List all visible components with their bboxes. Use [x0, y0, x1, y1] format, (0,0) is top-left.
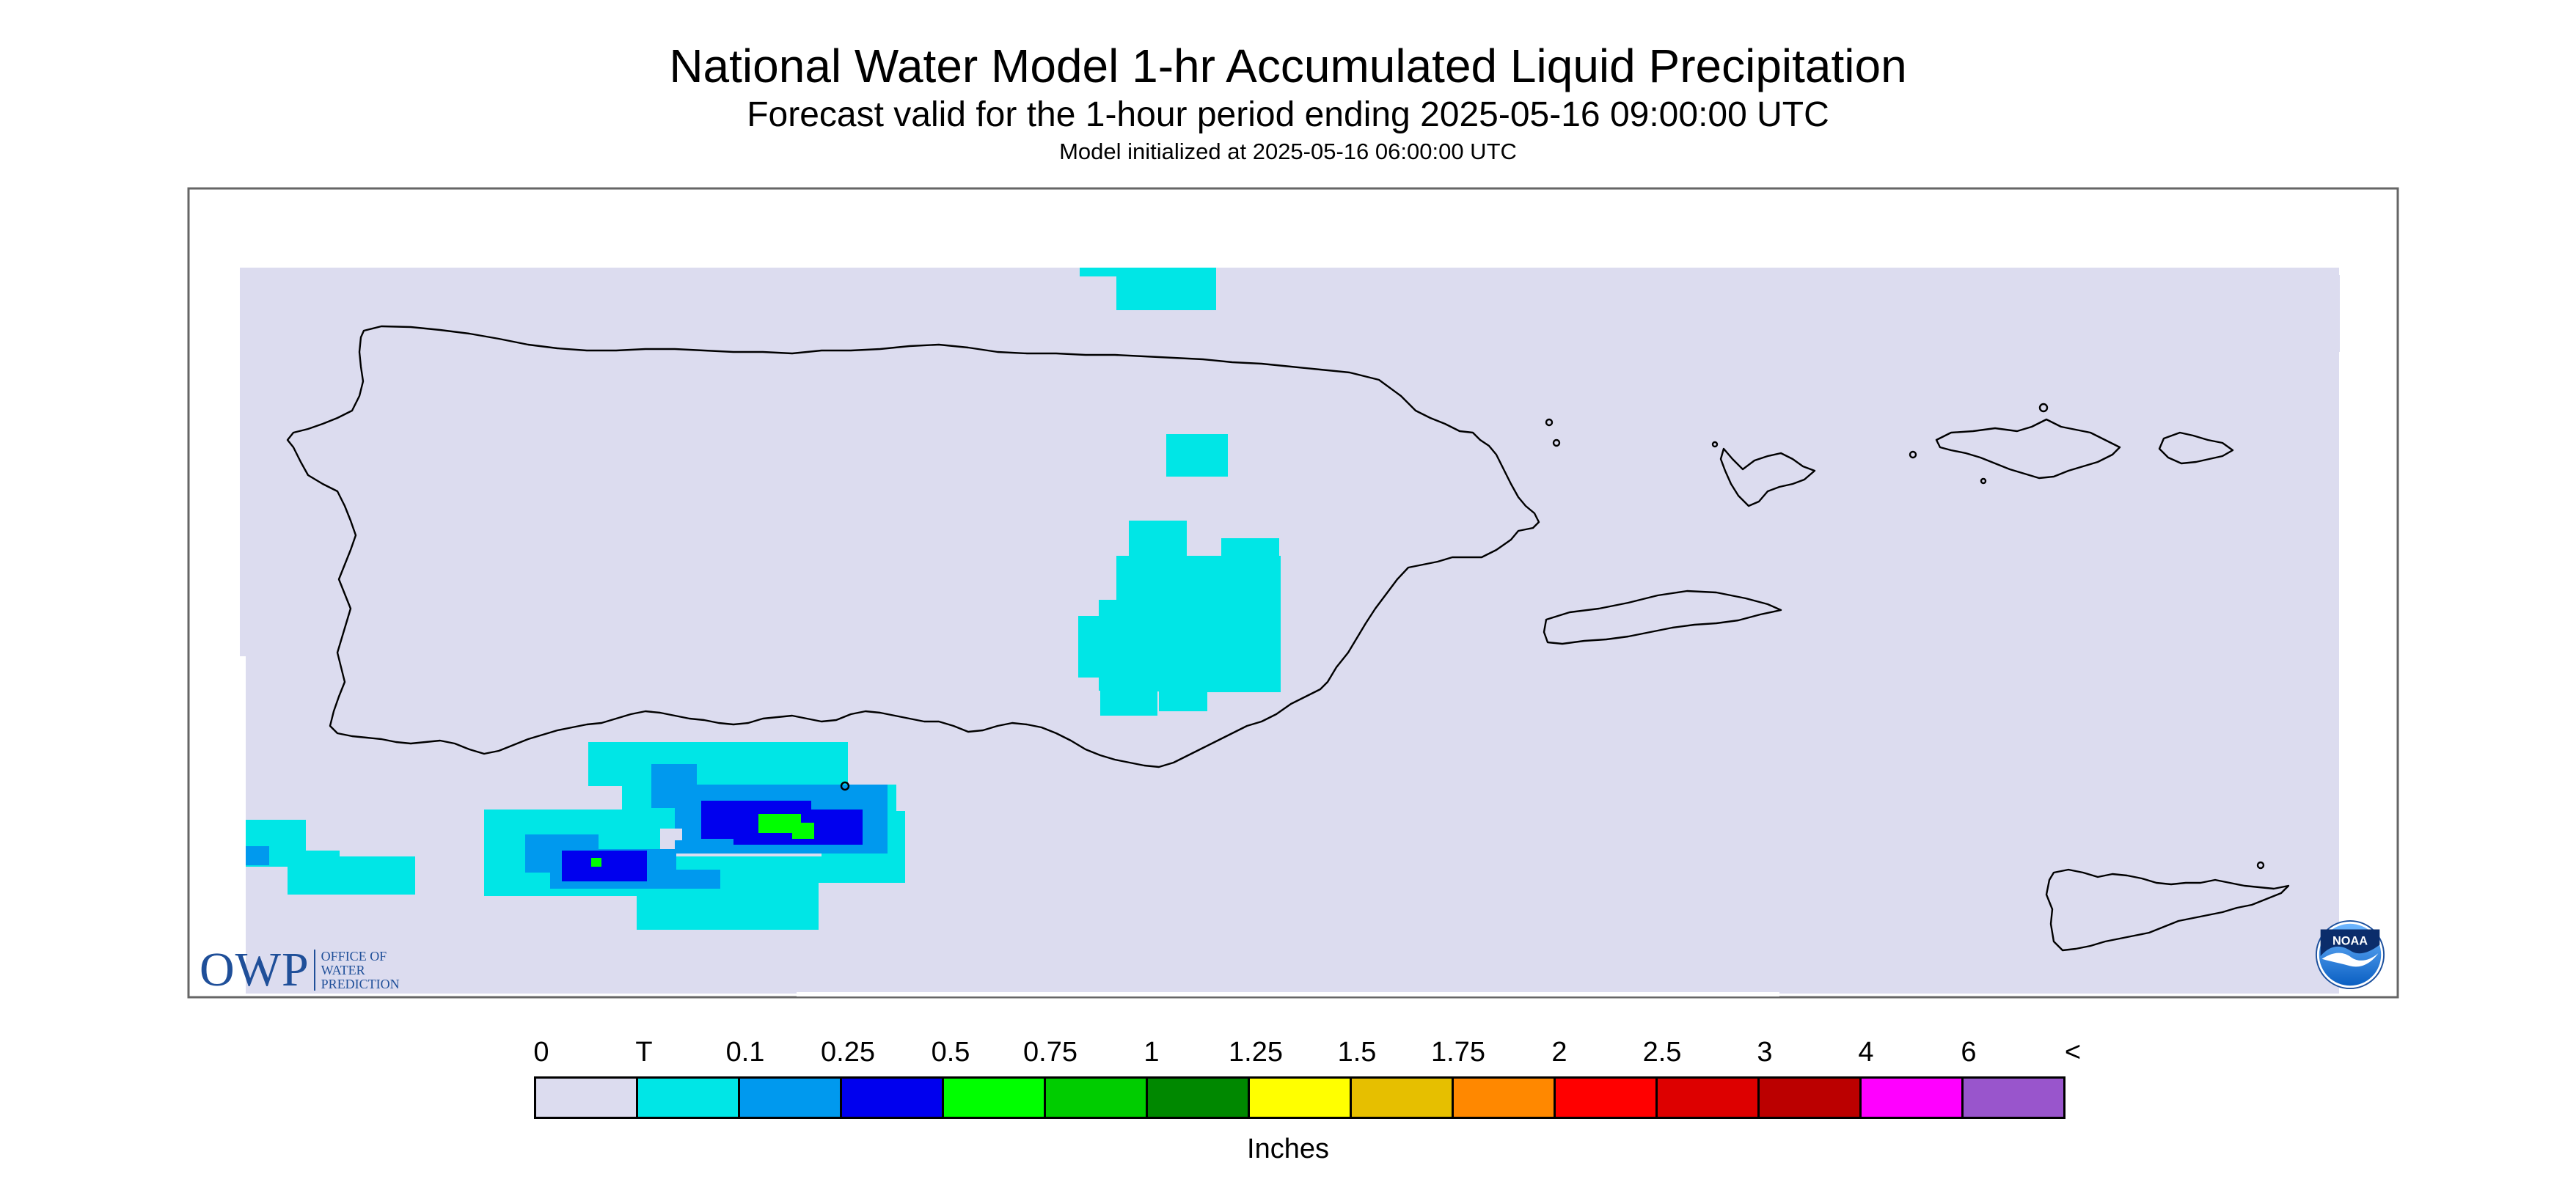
- precip-cell: [288, 856, 415, 895]
- legend-unit-label: Inches: [1247, 1134, 1329, 1164]
- coastline-culebra: [1719, 447, 1816, 507]
- precip-cell: [1116, 268, 1216, 310]
- coastline-st-thomas: [1935, 418, 2121, 480]
- precip-cell: [723, 821, 767, 830]
- precip-cell: [1159, 682, 1207, 711]
- precip-cell: [676, 870, 720, 889]
- legend-tick-label: 2.5: [1642, 1037, 1682, 1068]
- legend-tick-label: <: [2064, 1037, 2082, 1068]
- legend-swatch: [944, 1079, 1046, 1117]
- legend-swatch: [1964, 1079, 2063, 1117]
- noaa-logo-text: NOAA: [2332, 935, 2368, 948]
- legend-tick-label: 0: [533, 1037, 549, 1068]
- coastlines: [286, 325, 2290, 952]
- precip-cell: [577, 865, 644, 881]
- page-title: National Water Model 1-hr Accumulated Li…: [669, 40, 1907, 92]
- noaa-logo-icon: NOAA: [2315, 919, 2385, 990]
- legend-tick-label: 0.75: [1023, 1037, 1077, 1068]
- legend-swatch: [1250, 1079, 1352, 1117]
- legend-swatch: [1760, 1079, 1862, 1117]
- owp-logo-text: OWP: [200, 943, 310, 996]
- legend-tick-label: 0.25: [821, 1037, 875, 1068]
- noaa-logo-gull: [2321, 952, 2379, 967]
- owp-logo-icon: OWP OFFICE OF WATER PREDICTION: [200, 946, 400, 994]
- islet: [1909, 450, 1917, 459]
- islet: [2038, 403, 2049, 413]
- coastline-st-croix: [2045, 868, 2290, 952]
- coastline-vieques: [1543, 590, 1782, 645]
- precip-cell: [792, 823, 814, 839]
- precip-cell: [591, 858, 601, 867]
- legend-swatch: [842, 1079, 944, 1117]
- legend-tick-label: 2: [1551, 1037, 1567, 1068]
- legend-tick-label: 1.75: [1431, 1037, 1485, 1068]
- legend-tick-label: 4: [1858, 1037, 1874, 1068]
- precip-cells: [246, 268, 1281, 930]
- legend-swatch: [1352, 1079, 1454, 1117]
- precip-cell: [1099, 600, 1279, 691]
- islet: [1552, 438, 1561, 447]
- legend-tick-label: 1: [1144, 1037, 1160, 1068]
- legend-swatch: [638, 1079, 740, 1117]
- islet: [840, 781, 850, 791]
- legend-tick-label: 0.1: [725, 1037, 765, 1068]
- forecast-valid-subtitle: Forecast valid for the 1-hour period end…: [747, 95, 1829, 134]
- owp-logo-subtext: OFFICE OF WATER PREDICTION: [321, 948, 400, 991]
- legend-tick-label: 6: [1961, 1037, 1977, 1068]
- owp-logo-line: PREDICTION: [321, 976, 400, 991]
- precip-gap: [660, 829, 682, 840]
- precip-cell: [1207, 682, 1281, 692]
- islet: [1711, 441, 1719, 448]
- legend-tick-label: 1.25: [1229, 1037, 1283, 1068]
- legend-color-bar: [534, 1076, 2065, 1119]
- legend-tick-label: 0.5: [931, 1037, 970, 1068]
- legend-swatch: [1148, 1079, 1250, 1117]
- owp-logo-divider: [313, 950, 315, 991]
- legend-tick-label: T: [635, 1037, 653, 1068]
- legend-tick-label: 3: [1757, 1037, 1773, 1068]
- precip-0.5-cells: [591, 814, 814, 867]
- owp-logo-line: OFFICE OF: [321, 948, 387, 963]
- legend-swatch: [1454, 1079, 1556, 1117]
- precip-cell: [866, 810, 888, 848]
- precip-cell: [588, 742, 848, 786]
- islet: [2256, 861, 2265, 870]
- domain-area-top-right: [2332, 275, 2340, 352]
- precip-cell: [246, 846, 269, 865]
- legend-swatch: [740, 1079, 842, 1117]
- owp-logo-line: WATER: [321, 962, 365, 977]
- precip-cell: [769, 880, 819, 930]
- legend-swatch: [1658, 1079, 1760, 1117]
- precip-cell: [819, 856, 905, 883]
- legend-swatch: [1046, 1079, 1148, 1117]
- domain-bottom-gap: [797, 992, 1779, 996]
- islet: [1545, 418, 1554, 427]
- legend-tick-label: 1.5: [1337, 1037, 1377, 1068]
- model-init-text: Model initialized at 2025-05-16 06:00:00…: [1059, 139, 1517, 164]
- legend-swatch: [1556, 1079, 1658, 1117]
- noaa-logo-bird: [2320, 929, 2380, 956]
- coastline-puerto-rico: [286, 325, 1540, 768]
- legend-swatch: [1862, 1079, 1964, 1117]
- legend-swatch: [536, 1079, 638, 1117]
- islet: [1980, 477, 1987, 485]
- precip-cell: [1100, 682, 1157, 716]
- coastline-st-john: [2158, 431, 2234, 465]
- domain-area-notch-left: [240, 656, 246, 994]
- precip-cell: [1166, 434, 1228, 477]
